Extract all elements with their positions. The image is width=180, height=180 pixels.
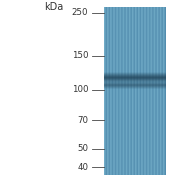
Text: 70: 70 bbox=[77, 116, 88, 125]
Text: 50: 50 bbox=[77, 144, 88, 153]
Text: 40: 40 bbox=[77, 163, 88, 172]
Text: 250: 250 bbox=[72, 8, 88, 17]
Text: kDa: kDa bbox=[44, 2, 64, 12]
Text: 100: 100 bbox=[72, 86, 88, 94]
Text: 150: 150 bbox=[72, 51, 88, 60]
